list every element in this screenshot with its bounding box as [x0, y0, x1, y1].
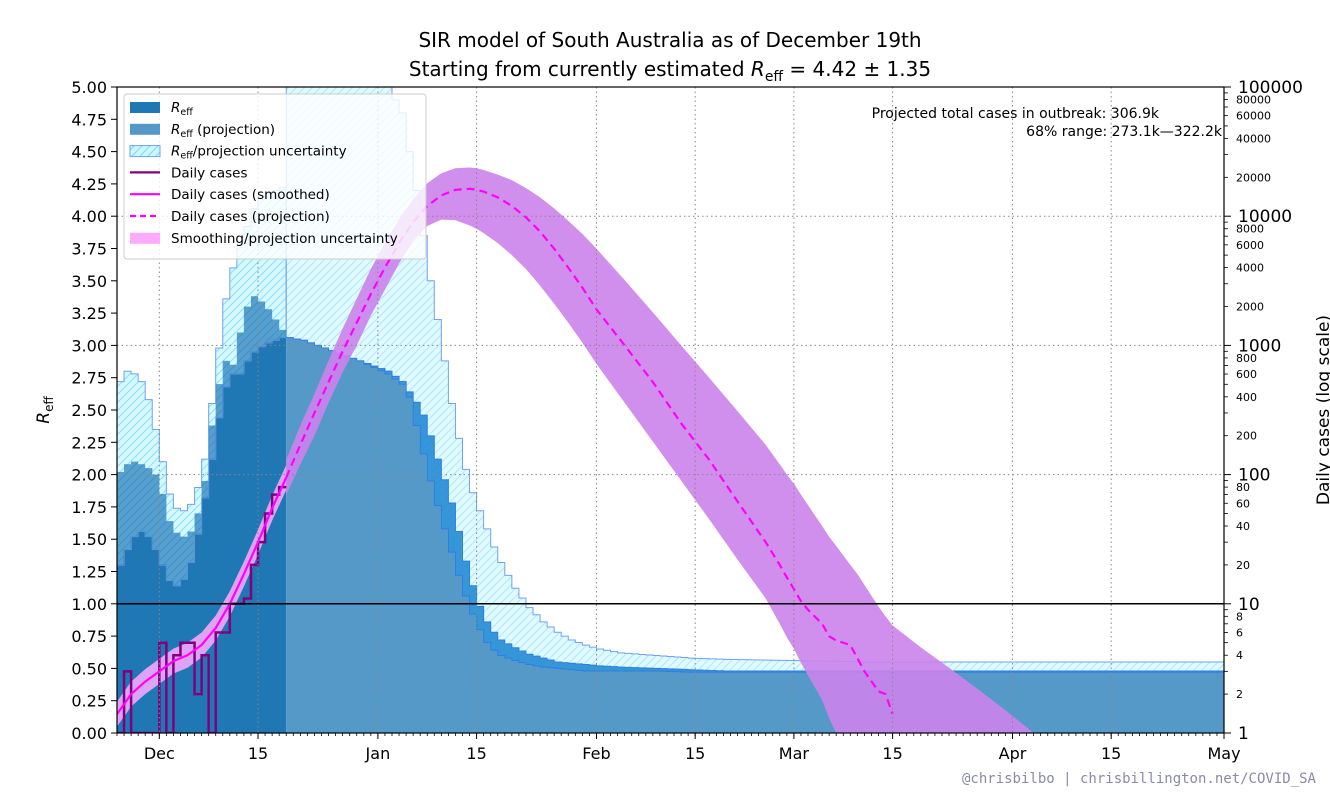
y-left-tick-label: 3.50 — [71, 272, 107, 291]
legend-box — [123, 93, 427, 260]
y-right-minor-label: 2 — [1236, 688, 1243, 701]
y-left-tick-label: 4.50 — [71, 143, 107, 162]
reff-inner-band — [117, 296, 287, 586]
y-right-minor-label: 40000 — [1236, 132, 1271, 145]
y-right-minor-label: 6 — [1236, 626, 1243, 639]
y-left-tick-label: 3.00 — [71, 336, 107, 355]
y-left-tick-label: 0.00 — [71, 724, 107, 743]
x-tick-label: 15 — [1101, 744, 1121, 763]
y-left-tick-label: 0.50 — [71, 659, 107, 678]
x-tick-label: 15 — [685, 744, 705, 763]
y-right-minor-label: 200 — [1236, 430, 1257, 443]
x-tick-label: Dec — [144, 744, 175, 763]
legend-label: Smoothing/projection uncertainty — [171, 231, 398, 247]
y-axis-left-title: Reff — [34, 396, 56, 424]
y-right-minor-label: 2000 — [1236, 301, 1264, 314]
y-right-minor-label: 4 — [1236, 649, 1243, 662]
legend: Reff Reff (projection) Reff/projection unc… — [123, 93, 427, 260]
y-right-minor-label: 20000 — [1236, 171, 1271, 184]
y-right-minor-label: 8 — [1236, 610, 1243, 623]
y-left-tick-label: 1.50 — [71, 530, 107, 549]
chart-title-line2: Starting from currently estimated Reff =… — [409, 57, 931, 85]
projected-cases-line — [285, 187, 894, 715]
y-right-minor-label: 80000 — [1236, 94, 1271, 107]
y-axis-left-label: Reff — [34, 396, 56, 424]
y-left-tick-label: 2.75 — [71, 369, 107, 388]
x-tick-label: Apr — [999, 744, 1027, 763]
y-right-major-label: 100000 — [1238, 78, 1303, 98]
legend-label: Reff/projection uncertainty — [171, 144, 347, 162]
legend-label: Reff — [171, 100, 193, 118]
y-left-tick-label: 1.75 — [71, 498, 107, 517]
y-right-minor-label: 4000 — [1236, 262, 1264, 275]
annotation-total-cases: Projected total cases in outbreak: 306.9… — [872, 106, 1160, 122]
overlap-tint — [286, 167, 1034, 733]
y-right-minor-label: 60 — [1236, 497, 1250, 510]
y-right-major-label: 10 — [1238, 595, 1260, 615]
y-left-tick-label: 1.25 — [71, 563, 107, 582]
y-left-tick-label: 4.25 — [71, 175, 107, 194]
legend-swatch — [129, 145, 161, 158]
x-tick-label: May — [1207, 744, 1240, 763]
legend-label: Daily cases (smoothed) — [171, 187, 330, 203]
y-right-major-label: 10000 — [1238, 207, 1292, 227]
annotation-range: 68% range: 273.1k—322.2k — [1026, 124, 1223, 140]
y-axis-right-title: Daily cases (log scale) — [1314, 315, 1330, 505]
y-left-tick-label: 1.00 — [71, 595, 107, 614]
y-right-minor-label: 40 — [1236, 520, 1250, 533]
y-left-tick-label: 4.75 — [71, 110, 107, 129]
y-right-major-label: 100 — [1238, 466, 1270, 486]
y-right-minor-label: 20 — [1236, 559, 1250, 572]
y-left-tick-label: 0.25 — [71, 692, 107, 711]
y-right-minor-label: 60000 — [1236, 110, 1271, 123]
x-tick-label: Mar — [779, 744, 810, 763]
x-tick-label: Feb — [582, 744, 610, 763]
legend-label: Reff (projection) — [171, 122, 275, 140]
cases-uncertainty-band — [286, 167, 1034, 733]
y-right-minor-label: 6000 — [1236, 239, 1264, 252]
y-right-major-label: 1 — [1238, 724, 1249, 744]
y-left-tick-label: 3.75 — [71, 240, 107, 259]
watermark: @chrisbilbo | chrisbillington.net/COVID_… — [962, 771, 1317, 787]
legend-label: Daily cases (projection) — [171, 209, 330, 225]
reff-projection-inner-band — [286, 337, 1224, 673]
y-right-minor-label: 600 — [1236, 368, 1257, 381]
y-left-tick-label: 5.00 — [71, 78, 107, 97]
chart-title: SIR model of South Australia as of Decem… — [409, 28, 931, 85]
y-right-minor-label: 400 — [1236, 391, 1257, 404]
y-left-tick-label: 3.25 — [71, 304, 107, 323]
x-tick-label: 15 — [882, 744, 902, 763]
y-right-minor-label: 800 — [1236, 352, 1257, 365]
legend-label: Daily cases — [171, 165, 248, 181]
legend-swatch — [130, 232, 160, 244]
reff-projection-area — [286, 337, 1224, 733]
x-tick-label: Jan — [365, 744, 391, 763]
x-tick-label: 15 — [248, 744, 268, 763]
y-right-minor-label: 8000 — [1236, 223, 1264, 236]
y-left-tick-label: 2.50 — [71, 401, 107, 420]
y-left-tick-label: 4.00 — [71, 207, 107, 226]
y-left-tick-label: 0.75 — [71, 627, 107, 646]
axes: Dec 15 Jan 15 Feb 15 Mar 15 Apr 15 May 0.00 0.25 0.50… — [71, 78, 1303, 763]
legend-swatch — [130, 102, 160, 113]
y-left-tick-label: 2.25 — [71, 433, 107, 452]
projection-annotation: Projected total cases in outbreak: 306.9… — [872, 106, 1223, 140]
y-right-minor-label: 80 — [1236, 481, 1250, 494]
legend-swatch — [130, 123, 160, 135]
chart-title-line1: SIR model of South Australia as of Decem… — [418, 28, 921, 52]
y-right-major-label: 1000 — [1238, 336, 1281, 356]
x-tick-label: 15 — [466, 744, 486, 763]
y-left-tick-label: 2.00 — [71, 466, 107, 485]
